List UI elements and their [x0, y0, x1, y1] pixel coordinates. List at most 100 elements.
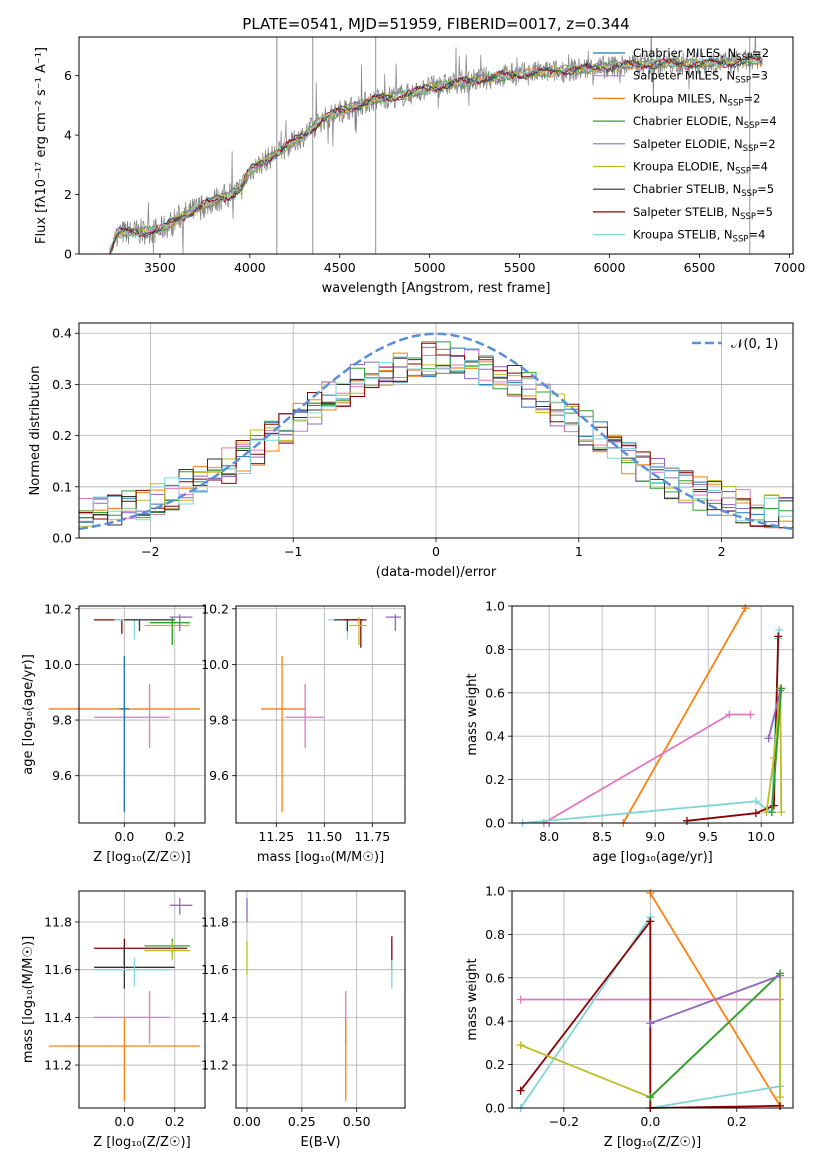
y-tick-label: 9.6 [52, 768, 72, 783]
y-tick-label: 4 [64, 128, 72, 143]
panel-residual_hist: −2 −1 0 1 2 0.0 0.1 0.2 0.3 0.4 (data-model)/error… [28, 322, 794, 580]
histogram-steps [79, 332, 793, 531]
weight-marker [775, 625, 784, 634]
x-tick-label: 4000 [234, 260, 266, 275]
y-tick-label: 0.6 [485, 685, 505, 700]
weight-marker [516, 1041, 525, 1050]
x-tick-label: 7000 [773, 260, 805, 275]
panel-mass_vs_Z: 0.0 0.2 11.2 11.4 11.6 11.8 Z [log₁₀(Z/Z☉)] mas… [21, 890, 206, 1150]
axes-frame [78, 322, 794, 539]
weight-marker [725, 710, 734, 719]
legend-label: Chabrier STELIB, NSSP=5 [633, 182, 774, 199]
x-axis-label: mass [log₁₀(M/M☉)] [257, 850, 384, 865]
weight-marker [516, 1086, 525, 1095]
y-tick-label: 0 [64, 247, 72, 262]
x-tick-label: −0.2 [549, 1114, 579, 1129]
x-tick-label: 9.0 [645, 829, 665, 844]
weight-marker [776, 971, 785, 980]
weight-marker [646, 1019, 655, 1028]
weight-marker [776, 1093, 785, 1102]
axes-frame [235, 605, 406, 824]
y-tick-label: 0.2 [52, 428, 72, 443]
axes-frame [511, 890, 794, 1109]
y-tick-label: 0.3 [52, 377, 72, 392]
weight-marker [746, 710, 755, 719]
weight-line [522, 629, 781, 824]
y-axis-label: mass [log₁₀(M/M☉)] [21, 936, 36, 1063]
panel-mass_vs_ebv: 0.00 0.25 0.50 11.2 11.4 11.6 11.8 E(B-V) [201, 890, 406, 1150]
weight-line [519, 918, 781, 1109]
weight-marker [769, 801, 778, 810]
x-tick-label: 8.0 [539, 829, 559, 844]
weight-marker [764, 734, 773, 743]
y-tick-label: 0.8 [485, 927, 505, 942]
y-tick-label: 0.4 [485, 1014, 505, 1029]
weight-marker [741, 604, 750, 613]
x-tick-label: 0 [432, 544, 440, 559]
y-tick-label: 11.6 [44, 962, 72, 977]
x-tick-label: 0.00 [233, 1114, 261, 1129]
histogram-series [79, 355, 793, 527]
y-tick-label: 0.1 [52, 479, 72, 494]
histogram-series [79, 356, 793, 522]
weight-marker [776, 1101, 785, 1110]
spectrum-traces [109, 37, 763, 254]
y-tick-label: 11.6 [201, 962, 229, 977]
y-axis-label: Flux [fλ10⁻¹⁷ erg cm⁻² s⁻¹ A⁻¹] [34, 47, 49, 244]
legend-label: Chabrier ELODIE, NSSP=4 [633, 114, 777, 131]
weight-marker [646, 889, 655, 898]
model-spectrum-line [109, 55, 762, 254]
y-tick-label: 0.6 [485, 970, 505, 985]
weight-line [765, 688, 783, 813]
y-tick-label: 11.2 [44, 1058, 72, 1073]
weight-line [770, 688, 783, 813]
x-tick-label: −1 [284, 544, 302, 559]
x-tick-label: 1 [575, 544, 583, 559]
y-tick-label: 1.0 [485, 599, 505, 614]
legend-label: Salpeter ELODIE, NSSP=2 [633, 137, 776, 154]
panel-weight_vs_age: 8.0 8.5 9.0 9.5 10.0 0.0 0.2 0.4 0.6 0.8 1.0 age [l… [465, 599, 794, 865]
y-tick-label: 0.0 [485, 1101, 505, 1116]
x-axis-label: Z [log₁₀(Z/Z☉)] [93, 850, 190, 865]
y-tick-label: 6 [64, 68, 72, 83]
y-axis-label: Normed distribution [28, 366, 43, 496]
x-tick-label: 0.0 [114, 1114, 134, 1129]
y-tick-label: 2 [64, 187, 72, 202]
y-axis-label: mass weight [465, 673, 480, 755]
x-tick-label: 0.2 [165, 1114, 185, 1129]
y-axis-label: age [log₁₀(age/yr)] [21, 654, 36, 775]
figure-title: PLATE=0541, MJD=51959, FIBERID=0017, z=0… [242, 15, 629, 33]
x-tick-label: 5000 [414, 260, 446, 275]
x-tick-label: 0.50 [343, 1114, 371, 1129]
weight-line [767, 690, 782, 739]
y-tick-label: 11.8 [44, 915, 72, 930]
model-spectrum-line [109, 54, 762, 254]
panel-weight_vs_Z: −0.2 0.0 0.2 0.0 0.2 0.4 0.6 0.8 1.0 Z [log₁₀(Z/Z… [465, 884, 794, 1150]
panel-age_vs_mass: 11.25 11.50 11.75 9.6 9.8 10.0 10.2 mass [log₁₀… [201, 601, 406, 865]
x-tick-label: 0.0 [114, 829, 134, 844]
x-axis-label: E(B-V) [300, 1135, 340, 1150]
x-tick-label: 0.2 [727, 1114, 747, 1129]
weight-marker [751, 797, 760, 806]
x-axis-label: age [log₁₀(age/yr)] [592, 850, 713, 865]
weight-marker [767, 808, 776, 817]
panel-age_vs_Z: 0.0 0.2 9.6 9.8 10.0 10.2 Z [log₁₀(Z/Z☉)] age [… [21, 601, 206, 865]
legend-label: Kroupa STELIB, NSSP=4 [633, 228, 765, 245]
weight-line [649, 972, 781, 1098]
legend-label: Salpeter STELIB, NSSP=5 [633, 205, 773, 222]
axes-frame [511, 605, 794, 824]
x-tick-label: 11.50 [306, 829, 342, 844]
x-tick-label: 2 [718, 544, 726, 559]
model-spectrum-line [109, 56, 762, 252]
x-tick-label: 11.75 [354, 829, 390, 844]
y-tick-label: 0.4 [52, 326, 72, 341]
gaussian-curve [79, 332, 793, 531]
x-tick-label: 6500 [684, 260, 716, 275]
histogram-series [79, 356, 793, 528]
y-tick-label: 1.0 [485, 884, 505, 899]
legend-label: Chabrier MILES, NSSP=2 [633, 46, 769, 63]
y-tick-label: 0.2 [485, 772, 505, 787]
x-tick-label: −2 [141, 544, 159, 559]
x-tick-label: 5500 [504, 260, 536, 275]
